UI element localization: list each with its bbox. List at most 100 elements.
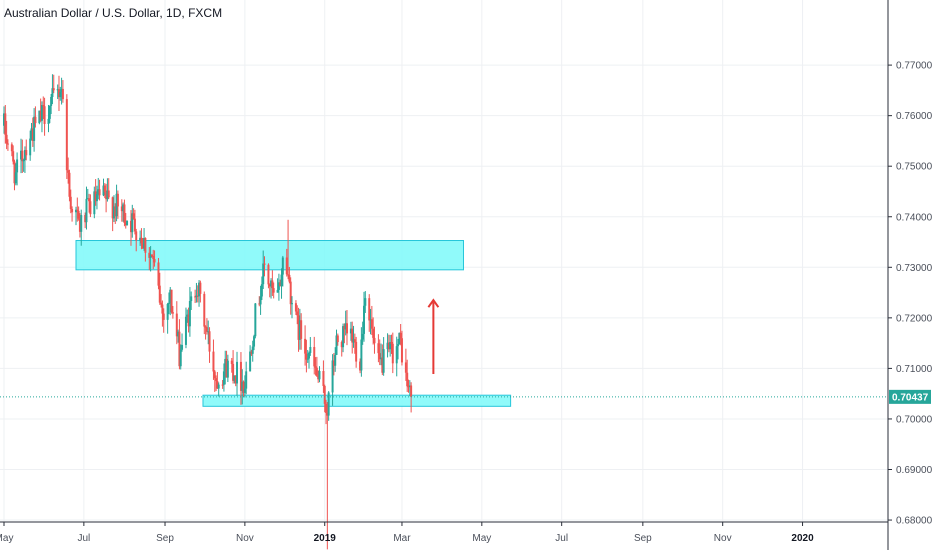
- candle-body-down: [152, 255, 155, 260]
- candle-body-down: [271, 280, 274, 289]
- candle-body-down: [304, 338, 307, 354]
- candle-body-up: [217, 384, 220, 389]
- candle-body-down: [140, 237, 143, 244]
- candle-body-down: [381, 357, 384, 373]
- candle-body-down: [34, 116, 37, 124]
- candle-body-up: [364, 298, 367, 306]
- candle-body-down: [391, 343, 394, 364]
- candle-body-down: [120, 206, 123, 212]
- candle-body-down: [25, 150, 28, 156]
- candle-body-up: [254, 303, 257, 337]
- y-tick-label: 0.75000: [896, 162, 932, 173]
- candle-body-up: [361, 333, 364, 340]
- candle-body-down: [315, 367, 318, 376]
- candle-body-up: [281, 257, 284, 275]
- candle-body-down: [208, 331, 211, 352]
- candle-body-down: [88, 198, 91, 202]
- candle-body-up: [16, 159, 19, 173]
- candle-body-up: [386, 342, 389, 350]
- x-tick-label: May: [0, 533, 13, 544]
- candle-body-down: [68, 172, 71, 197]
- candle-body-up: [169, 289, 172, 303]
- candle-body-down: [135, 231, 138, 241]
- candle-body-up: [243, 388, 246, 393]
- candle-body-down: [387, 342, 390, 350]
- candle-body-down: [288, 274, 291, 282]
- candle-body-down: [213, 371, 216, 379]
- candle-body-down: [133, 218, 136, 232]
- candle-body-up: [334, 354, 337, 366]
- x-tick-label: Nov: [714, 533, 732, 544]
- candle-body-down: [141, 243, 144, 249]
- candle-body-down: [39, 110, 42, 121]
- candle-body-down: [225, 358, 228, 378]
- x-tick-label: Jul: [555, 533, 568, 544]
- candle-body-down: [323, 385, 326, 404]
- annotation-arrow-head: [427, 298, 440, 308]
- candle-body-up: [188, 301, 191, 327]
- candle-body-down: [77, 210, 80, 219]
- candle-body-down: [31, 128, 34, 141]
- candle-body-up: [106, 190, 109, 200]
- y-tick-label: 0.73000: [896, 263, 932, 274]
- candle-body-up: [360, 339, 363, 371]
- candle-body-down: [69, 196, 72, 209]
- y-tick-label: 0.76000: [896, 111, 932, 122]
- candle-body-down: [43, 106, 46, 124]
- candle-body-down: [322, 371, 325, 386]
- y-tick-label: 0.72000: [896, 313, 932, 324]
- candle-body-up: [23, 150, 26, 161]
- candle-body-up: [143, 238, 146, 249]
- candle-body-down: [204, 326, 207, 328]
- candle-body-up: [30, 128, 33, 139]
- candle-body-down: [150, 254, 153, 256]
- candle-body-up: [198, 282, 201, 297]
- candle-body-down: [161, 304, 164, 314]
- x-tick-label: 2019: [314, 533, 337, 544]
- candle-body-down: [258, 303, 261, 305]
- candle-body-up: [38, 110, 41, 124]
- candle-body-down: [171, 312, 174, 314]
- candle-body-up: [270, 280, 273, 287]
- candle-body-down: [76, 209, 79, 211]
- candle-body-down: [359, 361, 362, 371]
- candle-body-up: [112, 206, 115, 219]
- candle-body-down: [234, 375, 237, 384]
- candle-body-down: [332, 360, 335, 366]
- candle-body-down: [6, 143, 9, 145]
- candle-body-down: [162, 313, 165, 320]
- candle-body-up: [397, 344, 400, 347]
- candle-body-down: [289, 281, 292, 305]
- candle-body-down: [103, 185, 106, 193]
- candle-body-up: [335, 335, 338, 355]
- current-price-label: 0.70437: [892, 392, 929, 403]
- candle-body-up: [207, 331, 210, 333]
- candle-body-down: [12, 151, 15, 162]
- candle-body-up: [29, 138, 32, 156]
- candle-body-down: [170, 289, 173, 313]
- candle-body-up: [126, 220, 129, 226]
- candle-body-down: [215, 378, 218, 382]
- resistance-zone: [75, 240, 464, 271]
- candle-body-down: [399, 332, 402, 339]
- candle-body-up: [369, 319, 372, 321]
- candle-body-down: [205, 327, 208, 332]
- candle-body-down: [175, 313, 178, 337]
- candle-body-down: [406, 372, 409, 387]
- candle-body-up: [85, 198, 88, 223]
- candle-body-up: [177, 331, 180, 337]
- candle-body-down: [114, 206, 117, 217]
- candle-body-down: [4, 113, 7, 135]
- candle-body-down: [279, 282, 282, 287]
- candle-body-down: [372, 328, 375, 338]
- candle-body-up: [327, 392, 330, 416]
- candle-body-up: [233, 375, 236, 381]
- candle-body-down: [285, 257, 288, 275]
- x-tick-label: Nov: [236, 533, 254, 544]
- candle-body-down: [42, 105, 45, 107]
- candle-body-up: [60, 88, 63, 92]
- candle-body-up: [33, 116, 36, 141]
